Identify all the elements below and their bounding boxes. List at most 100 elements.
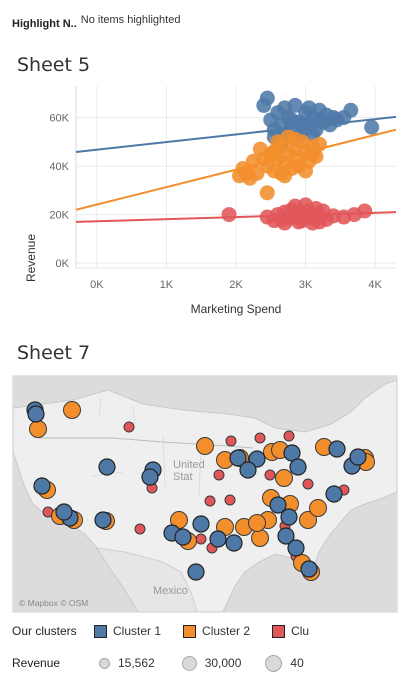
y-axis-label: Revenue	[24, 234, 38, 282]
y-tick-label: 20K	[49, 210, 69, 222]
map-point-cluster-3	[195, 533, 207, 545]
map-point-cluster-3	[264, 469, 276, 481]
cluster-legend: Our clusters Cluster 1 Cluster 2 Clu	[12, 622, 408, 640]
map-point-cluster-3	[123, 421, 135, 433]
map-point-cluster-3	[283, 430, 295, 442]
map-point-cluster-1	[33, 477, 51, 495]
scatter-chart-svg: 0K 1K 2K 3K 4K 0K 20K 40K 60K Marketing Spend Reve…	[24, 86, 397, 316]
map-point-cluster-1	[269, 496, 287, 514]
map-point-cluster-1	[300, 560, 318, 578]
cluster-1-swatch	[94, 624, 107, 638]
legend-revenue-medium: 30,000	[177, 655, 241, 671]
size-circle-large-icon	[265, 654, 283, 672]
data-point-series-1	[364, 119, 380, 135]
cluster-map[interactable]: United Stat Mexico © Mapbox © OSM	[12, 375, 398, 613]
x-tick-label: 1K	[160, 279, 174, 291]
cluster-2-swatch	[183, 624, 197, 638]
map-point-cluster-2	[299, 511, 317, 529]
trend-line-series-2	[75, 128, 397, 211]
y-tick-label: 40K	[49, 161, 69, 173]
map-point-cluster-1	[209, 530, 227, 548]
data-point-series-1	[325, 110, 341, 126]
sheet7-title: Sheet 7	[17, 342, 91, 364]
legend-revenue-small: 15,562	[94, 656, 155, 670]
legend-cluster-2-label: Cluster 2	[202, 624, 251, 638]
data-point-series-3	[301, 203, 317, 219]
map-point-cluster-1	[325, 485, 343, 503]
map-point-cluster-1	[225, 534, 243, 552]
x-tick-label: 3K	[299, 279, 313, 291]
data-point-series-3	[221, 207, 237, 223]
map-point-cluster-3	[213, 469, 225, 481]
data-point-series-1	[311, 112, 327, 128]
data-point-series-3	[277, 215, 293, 231]
map-point-cluster-3	[224, 494, 236, 506]
legend-cluster-1-label: Cluster 1	[113, 624, 162, 638]
map-point-cluster-1	[328, 440, 346, 458]
legend-cluster-3-label: Clu	[291, 624, 310, 638]
map-point-cluster-3	[134, 523, 146, 535]
data-point-series-2	[273, 165, 289, 181]
map-point-cluster-1	[349, 448, 367, 466]
map-point-cluster-1	[289, 458, 307, 476]
map-point-cluster-1	[55, 503, 73, 521]
y-tick-label: 0K	[56, 258, 70, 270]
data-point-series-1	[277, 100, 293, 116]
legend-revenue-small-label: 15,562	[118, 656, 155, 670]
data-point-series-1	[294, 117, 310, 133]
y-tick-label: 60K	[49, 113, 69, 125]
data-point-series-3	[291, 214, 307, 230]
x-tick-label: 4K	[368, 279, 382, 291]
map-point-cluster-1	[94, 511, 112, 529]
country-label-us: United Stat	[173, 459, 205, 483]
legend-cluster-1[interactable]: Cluster 1	[94, 624, 161, 638]
map-point-cluster-1	[141, 468, 159, 486]
map-point-cluster-2	[309, 499, 327, 517]
map-point-cluster-3	[204, 495, 216, 507]
map-point-cluster-2	[251, 529, 269, 547]
legend-cluster-3[interactable]: Clu	[272, 624, 309, 638]
data-point-series-2	[266, 144, 282, 160]
map-point-cluster-2	[196, 437, 214, 455]
x-tick-label: 2K	[229, 279, 243, 291]
cluster-map-svg: United Stat Mexico © Mapbox © OSM	[13, 376, 397, 612]
data-point-series-2	[291, 158, 307, 174]
map-point-cluster-1	[174, 528, 192, 546]
map-point-cluster-1	[98, 458, 116, 476]
highlight-bar: Highlight N.. No items highlighted	[12, 14, 180, 34]
data-point-series-1	[259, 90, 275, 106]
data-point-series-2	[280, 129, 296, 145]
map-point-cluster-3	[254, 432, 266, 444]
legend-revenue-large: 40	[263, 654, 304, 672]
size-circle-medium-icon	[181, 655, 197, 671]
map-point-cluster-1	[280, 508, 298, 526]
legend-cluster-2[interactable]: Cluster 2	[183, 624, 250, 638]
map-point-cluster-2	[275, 469, 293, 487]
map-point-cluster-1	[277, 527, 295, 545]
map-point-cluster-3	[302, 478, 314, 490]
x-tick-label: 0K	[90, 279, 104, 291]
sheet5-title: Sheet 5	[17, 54, 91, 76]
data-point-series-2	[249, 165, 265, 181]
map-point-cluster-1	[27, 405, 45, 423]
revenue-legend-title: Revenue	[12, 656, 61, 670]
scatter-chart[interactable]: 0K 1K 2K 3K 4K 0K 20K 40K 60K Marketing Spend Reve…	[0, 82, 408, 322]
map-point-cluster-1	[287, 539, 305, 557]
map-point-cluster-1	[192, 515, 210, 533]
map-point-cluster-1	[239, 461, 257, 479]
size-circle-small-icon	[99, 657, 110, 669]
map-point-cluster-2	[248, 514, 266, 532]
legend-revenue-large-label: 40	[290, 656, 304, 670]
map-point-cluster-3	[225, 435, 237, 447]
data-point-series-1	[301, 100, 317, 116]
highlight-label: Highlight N..	[12, 18, 77, 30]
mexico-land	[96, 547, 198, 612]
x-axis-label: Marketing Spend	[191, 302, 282, 316]
highlight-value[interactable]: No items highlighted	[80, 14, 181, 26]
data-point-series-3	[357, 203, 373, 219]
data-point-series-3	[311, 214, 327, 230]
country-label-mexico: Mexico	[153, 585, 188, 597]
data-point-series-1	[343, 102, 359, 118]
map-point-cluster-2	[29, 420, 47, 438]
data-point-series-3	[287, 198, 303, 214]
